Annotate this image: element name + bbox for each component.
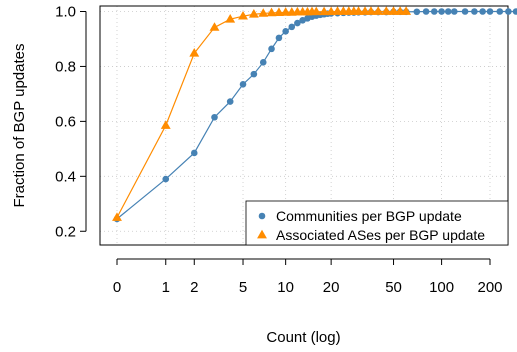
- series-line-1: [116, 10, 407, 218]
- data-point-0-43: [496, 8, 504, 15]
- data-point-1-26: [373, 6, 384, 15]
- data-point-1-8: [266, 7, 277, 17]
- data-point-0-35: [430, 8, 438, 15]
- x-tick-label-2: 2: [190, 279, 198, 296]
- data-point-1-18: [326, 6, 337, 16]
- data-point-0-11: [288, 23, 296, 31]
- x-axis-title: Count (log): [266, 329, 340, 346]
- data-point-0-9: [275, 34, 283, 42]
- x-tick-label-8: 200: [477, 279, 502, 296]
- x-tick-label-6: 50: [385, 279, 402, 296]
- data-point-0-8: [268, 45, 275, 53]
- y-tick-label-0: 0.2: [55, 223, 76, 240]
- y-axis-title: Fraction of BGP updates: [11, 44, 28, 208]
- x-tick-label-1: 1: [162, 279, 170, 296]
- data-point-0-44: [505, 8, 512, 15]
- legend-label-ases: Associated ASes per BGP update: [276, 227, 485, 243]
- y-tick-label-3: 0.8: [55, 58, 76, 75]
- data-point-0-42: [486, 8, 494, 15]
- data-point-0-6: [250, 70, 258, 78]
- data-point-1-3: [209, 22, 220, 31]
- data-point-0-40: [471, 8, 478, 15]
- data-point-1-0: [112, 212, 122, 221]
- y-tick-label-2: 0.6: [55, 113, 76, 130]
- data-point-1-4: [225, 13, 236, 23]
- series-line-0: [116, 10, 517, 220]
- data-point-0-38: [451, 8, 458, 15]
- series-0: [113, 8, 517, 223]
- data-point-1-6: [248, 9, 259, 18]
- x-tick-label-7: 100: [429, 279, 454, 296]
- legend-marker-communities: [258, 212, 266, 220]
- data-point-1-23: [353, 6, 364, 15]
- data-point-0-2: [190, 149, 198, 157]
- x-axis: 0 1 2 5 10 20 50 100 200: [113, 258, 503, 296]
- data-point-0-12: [294, 19, 301, 27]
- x-tick-label-3: 5: [239, 279, 247, 296]
- data-point-1-7: [258, 8, 269, 17]
- series-1: [112, 6, 412, 221]
- data-point-1-28: [388, 6, 399, 15]
- data-point-0-34: [422, 8, 430, 15]
- data-point-1-17: [319, 6, 330, 16]
- data-point-0-37: [444, 8, 452, 15]
- series-layer: [112, 6, 517, 223]
- data-point-0-36: [438, 8, 445, 15]
- data-point-1-25: [366, 6, 376, 15]
- data-point-1-1: [160, 120, 171, 129]
- legend-marker-ases: [257, 229, 267, 239]
- y-axis: 0.2 0.4 0.6 0.8 1.0: [55, 3, 87, 240]
- data-point-1-30: [401, 6, 412, 15]
- data-point-1-27: [381, 6, 392, 15]
- data-point-0-1: [162, 175, 170, 183]
- data-point-1-2: [189, 48, 200, 57]
- data-point-0-45: [512, 8, 517, 15]
- data-point-0-10: [282, 27, 289, 35]
- y-tick-label-1: 0.4: [55, 168, 76, 185]
- legend-label-communities: Communities per BGP update: [276, 208, 462, 224]
- data-point-1-5: [238, 10, 248, 20]
- x-tick-label-0: 0: [113, 279, 121, 296]
- data-point-0-4: [226, 98, 234, 105]
- legend-box: [245, 200, 509, 246]
- data-point-0-3: [211, 113, 218, 121]
- data-point-0-7: [259, 59, 267, 66]
- data-point-0-41: [479, 8, 486, 15]
- data-point-1-9: [274, 7, 284, 16]
- x-tick-label-5: 20: [323, 279, 340, 296]
- x-tick-label-4: 10: [277, 279, 294, 296]
- data-point-0-5: [239, 80, 247, 88]
- data-point-0-39: [461, 8, 469, 15]
- data-point-0-33: [413, 8, 421, 16]
- legend: Communities per BGP update Associated AS…: [245, 200, 509, 246]
- data-point-1-16: [311, 6, 322, 16]
- y-tick-label-4: 1.0: [55, 3, 76, 20]
